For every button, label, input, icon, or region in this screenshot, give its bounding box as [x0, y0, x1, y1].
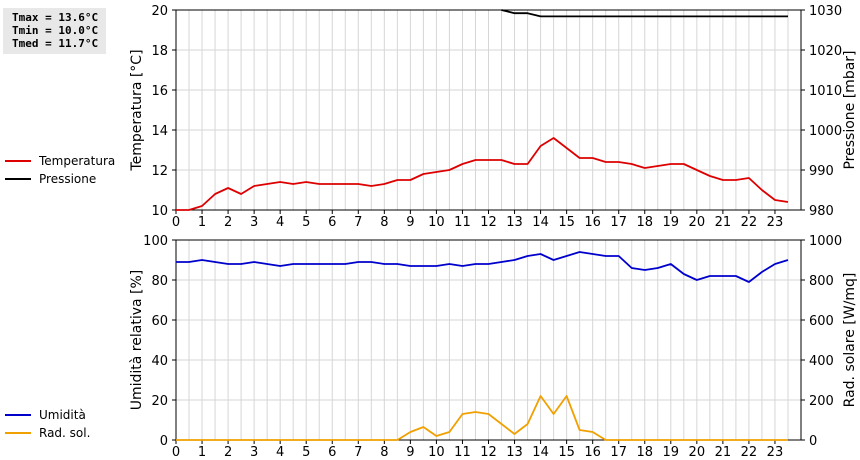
x-tick-label: 5: [302, 445, 310, 460]
y-tick-label: 0: [160, 434, 168, 449]
y-tick-label: 60: [151, 314, 168, 329]
y2-axis-title: Pressione [mbar]: [842, 50, 858, 169]
x-tick-label: 23: [767, 445, 784, 460]
x-tick-label: 10: [428, 445, 445, 460]
x-tick-label: 7: [354, 445, 362, 460]
y2-tick-label: 1020: [809, 44, 842, 59]
x-tick-label: 19: [663, 215, 680, 230]
y2-tick-label: 1030: [809, 4, 842, 19]
y-axis-title: Umidità relativa [%]: [129, 270, 145, 411]
y2-tick-label: 400: [809, 354, 834, 369]
x-tick-label: 11: [454, 445, 471, 460]
series-line-1: [176, 137, 789, 211]
y2-tick-label: 1000: [809, 124, 842, 139]
y-tick-label: 100: [143, 234, 168, 249]
legend-label: Temperatura: [38, 154, 115, 168]
x-tick-label: 21: [715, 445, 732, 460]
y-tick-label: 40: [151, 354, 168, 369]
x-tick-label: 14: [532, 445, 549, 460]
y-axis-title: Temperatura [°C]: [129, 49, 145, 171]
chart-panel-2: 0 1 2 3 4 5 6 7 8 9 10 11 12 13 14 15 16 17 18 19 20 21 22 2302…: [5, 234, 858, 460]
y-tick-label: 20: [151, 4, 168, 19]
x-tick-label: 12: [480, 215, 497, 230]
x-tick-label: 12: [480, 445, 497, 460]
x-tick-label: 17: [610, 215, 627, 230]
x-tick-label: 19: [663, 445, 680, 460]
y2-tick-label: 600: [809, 314, 834, 329]
y2-tick-label: 980: [809, 204, 834, 219]
legend-label: Rad. sol.: [39, 426, 90, 440]
y2-tick-label: 1000: [809, 234, 842, 249]
x-tick-label: 1: [198, 215, 206, 230]
x-tick-label: 18: [636, 445, 653, 460]
x-tick-label: 17: [610, 445, 627, 460]
x-tick-label: 7: [354, 215, 362, 230]
x-tick-label: 11: [454, 215, 471, 230]
x-tick-label: 6: [328, 445, 336, 460]
x-tick-label: 20: [689, 445, 706, 460]
y-tick-label: 20: [151, 394, 168, 409]
x-tick-label: 3: [250, 215, 258, 230]
x-tick-label: 9: [406, 215, 414, 230]
x-tick-label: 22: [741, 215, 758, 230]
chart-panel-1: 0 1 2 3 4 5 6 7 8 9 10 11 12 13 14 15 16 17 18 19 20 21 22 2310…: [5, 4, 858, 230]
y2-tick-label: 200: [809, 394, 834, 409]
stat-tmin: Tmin = 10.0°C: [12, 24, 99, 37]
temperature-stats-box: Tmax = 13.6°C Tmin = 10.0°C Tmed = 11.7°…: [3, 8, 106, 54]
y-tick-label: 12: [151, 164, 168, 179]
y-tick-label: 10: [151, 204, 168, 219]
x-tick-label: 15: [558, 445, 575, 460]
x-tick-label: 23: [767, 215, 784, 230]
x-tick-label: 18: [636, 215, 653, 230]
x-tick-label: 9: [406, 445, 414, 460]
legend-label: Umidità: [39, 408, 86, 422]
x-tick-label: 14: [532, 215, 549, 230]
y2-axis-title: Rad. solare [W/mq]: [842, 273, 858, 408]
y2-tick-label: 990: [809, 164, 834, 179]
y-tick-label: 14: [151, 124, 168, 139]
y2-tick-label: 0: [809, 434, 817, 449]
y2-tick-label: 800: [809, 274, 834, 289]
x-tick-label: 0: [172, 215, 180, 230]
x-tick-label: 0: [172, 445, 180, 460]
y-tick-label: 18: [151, 44, 168, 59]
x-tick-label: 16: [584, 445, 601, 460]
y-tick-label: 16: [151, 84, 168, 99]
x-tick-label: 16: [584, 215, 601, 230]
legend-label: Pressione: [39, 172, 96, 186]
x-tick-label: 2: [224, 215, 232, 230]
x-tick-label: 2: [224, 445, 232, 460]
stat-tmax: Tmax = 13.6°C: [12, 11, 99, 24]
x-tick-label: 4: [276, 445, 284, 460]
x-tick-label: 20: [689, 215, 706, 230]
x-tick-label: 6: [328, 215, 336, 230]
x-tick-label: 4: [276, 215, 284, 230]
x-tick-label: 5: [302, 215, 310, 230]
x-tick-label: 3: [250, 445, 258, 460]
x-tick-label: 21: [715, 215, 732, 230]
x-tick-label: 10: [428, 215, 445, 230]
y-tick-label: 80: [151, 274, 168, 289]
x-tick-label: 13: [506, 215, 523, 230]
series-line-1: [176, 251, 789, 283]
series-line-2: [501, 9, 788, 18]
stat-tmed: Tmed = 11.7°C: [12, 37, 99, 50]
x-tick-label: 8: [380, 215, 388, 230]
x-tick-label: 15: [558, 215, 575, 230]
series-line-2: [176, 395, 788, 441]
x-tick-label: 13: [506, 445, 523, 460]
x-tick-label: 8: [380, 445, 388, 460]
x-tick-label: 22: [741, 445, 758, 460]
y2-tick-label: 1010: [809, 84, 842, 99]
x-tick-label: 1: [198, 445, 206, 460]
